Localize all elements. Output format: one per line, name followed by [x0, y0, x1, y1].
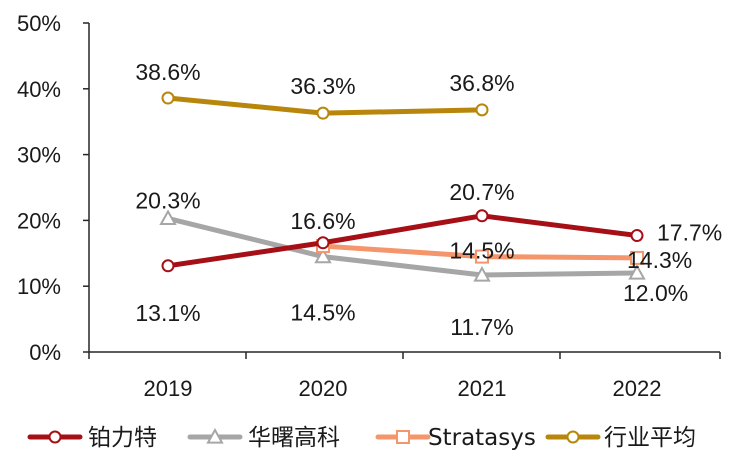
- x-tick-label: 2021: [458, 376, 507, 401]
- legend: 铂力特 华曙高科 Stratasys 行业平均: [27, 425, 696, 451]
- y-tick-label: 40%: [17, 77, 61, 102]
- series-1-point: [159, 209, 177, 226]
- data-label: 14.3%: [627, 247, 692, 273]
- series-1-line: [165, 215, 640, 278]
- legend-swatch-marker: [206, 427, 224, 444]
- series-3-point: [161, 91, 175, 105]
- legend-swatch-marker: [566, 430, 580, 444]
- series-2-point: [475, 249, 489, 264]
- series-0-point: [161, 259, 175, 273]
- data-label: 17.7%: [657, 220, 722, 246]
- data-label: 12.0%: [623, 280, 688, 306]
- x-tick-label: 2019: [144, 376, 193, 401]
- x-tick-label: 2020: [299, 376, 348, 401]
- y-tick-label: 0%: [29, 340, 61, 365]
- series-3-point: [316, 106, 330, 120]
- data-label: 14.5%: [449, 238, 514, 264]
- y-tick-label: 20%: [17, 208, 61, 233]
- series-1-point: [628, 263, 646, 280]
- y-tick-label: 10%: [17, 274, 61, 299]
- series-0-point: [316, 236, 330, 250]
- data-label: 11.7%: [450, 314, 514, 340]
- data-label: 20.7%: [449, 179, 514, 205]
- data-labels: 13.1% 16.6% 20.7% 17.7% 20.3% 14.5% 11.7% 12.0%…: [135, 59, 722, 340]
- series-1-point: [473, 265, 491, 282]
- legend-label: 行业平均: [604, 425, 696, 451]
- series-1-point: [314, 247, 332, 264]
- y-tick-label: 50%: [17, 11, 61, 36]
- data-label: 38.6%: [135, 59, 200, 85]
- series-layer: [159, 91, 646, 282]
- data-label: 14.5%: [290, 300, 355, 326]
- legend-swatch-marker: [396, 430, 410, 444]
- series-0-point: [475, 209, 489, 223]
- data-label: 36.8%: [449, 70, 514, 96]
- legend-label: Stratasys: [428, 425, 536, 451]
- data-label: 16.6%: [290, 208, 355, 234]
- series-3-point: [475, 103, 489, 117]
- x-tick-label: 2022: [613, 376, 662, 401]
- series-2-point: [630, 250, 644, 265]
- legend-swatch-marker: [48, 430, 62, 444]
- series-0-line: [165, 213, 640, 269]
- data-label: 13.1%: [135, 300, 200, 326]
- series-0-point: [630, 229, 644, 243]
- legend-label: 铂力特: [88, 425, 157, 451]
- y-tick-label: 30%: [17, 143, 61, 168]
- data-label: 36.3%: [290, 73, 355, 99]
- axes: 0% 10% 20% 30% 40% 50% 2019 2020 2021 2022: [17, 11, 721, 401]
- data-label: 20.3%: [135, 187, 200, 213]
- legend-label: 华曙高科: [248, 425, 340, 451]
